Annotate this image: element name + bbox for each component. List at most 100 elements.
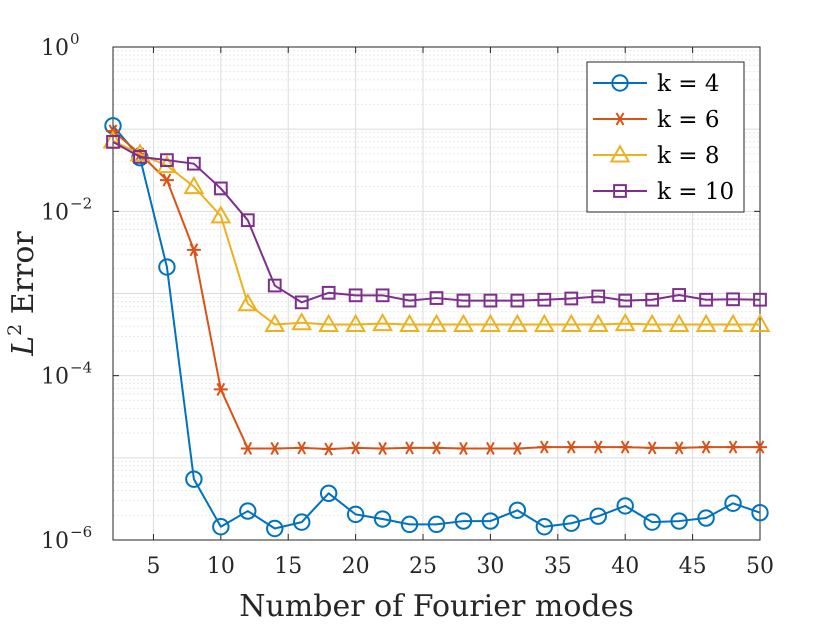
series-line-k-4	[112, 125, 761, 530]
data-point-k-8	[129, 143, 151, 162]
legend-label: k = 10	[657, 179, 734, 205]
data-point-k-10	[483, 293, 498, 308]
series-k-6	[106, 124, 767, 456]
data-point-k-6	[645, 441, 660, 455]
data-point-k-6	[186, 243, 201, 257]
y-tick-exponent: −6	[70, 523, 92, 541]
data-point-k-6	[726, 440, 741, 454]
series-line-k-8	[112, 139, 760, 326]
data-point-k-10	[213, 181, 228, 196]
x-tick-label: 20	[342, 554, 370, 579]
y-tick-label: 10	[41, 36, 69, 61]
data-point-k-10	[726, 292, 740, 307]
data-point-k-10	[294, 295, 309, 310]
data-point-k-10	[753, 292, 767, 307]
data-point-k-4	[697, 509, 715, 527]
data-point-k-8	[641, 313, 663, 332]
legend-item-k-6[interactable]: k = 6	[593, 107, 719, 133]
data-point-k-10	[429, 291, 444, 305]
data-point-k-6	[402, 441, 417, 455]
data-point-k-6	[753, 440, 767, 454]
data-point-k-8	[560, 313, 582, 332]
data-point-k-8	[237, 293, 259, 312]
x-tick-label: 40	[611, 554, 639, 579]
x-tick-label: 50	[746, 554, 774, 579]
data-point-k-6	[672, 441, 687, 455]
data-point-k-8	[291, 312, 313, 331]
y-tick-exponent: −4	[70, 359, 92, 377]
data-point-k-4	[481, 512, 500, 530]
data-point-k-6	[564, 440, 579, 454]
data-point-k-6	[321, 442, 336, 456]
data-point-k-4	[454, 512, 473, 530]
x-tick-label: 35	[544, 554, 572, 579]
legend-item-k-4[interactable]: k = 4	[593, 71, 719, 97]
data-point-k-8	[453, 313, 474, 332]
data-point-k-4	[724, 494, 742, 512]
grid	[113, 46, 761, 541]
data-point-k-4	[293, 513, 311, 531]
data-point-k-4	[346, 505, 365, 524]
y-tick-label: 10	[41, 365, 69, 390]
data-point-k-4	[266, 519, 284, 538]
data-point-k-8	[318, 313, 340, 332]
data-point-k-4	[535, 518, 554, 536]
data-point-k-4	[643, 513, 661, 531]
data-point-k-6	[591, 440, 606, 454]
data-point-k-4	[616, 497, 634, 515]
data-point-k-4	[751, 503, 769, 522]
data-point-k-10	[537, 292, 552, 307]
data-point-k-8	[345, 313, 367, 332]
data-point-k-4	[508, 501, 527, 519]
data-point-k-10	[321, 285, 336, 300]
data-point-k-6	[510, 441, 525, 456]
data-point-k-10	[133, 149, 147, 164]
data-point-k-10	[267, 278, 282, 293]
data-point-k-10	[375, 288, 390, 303]
data-point-k-6	[375, 441, 390, 456]
data-point-k-6	[537, 440, 552, 454]
data-point-k-8	[399, 313, 420, 332]
y-tick-exponent: 0	[70, 30, 80, 48]
data-point-k-10	[564, 291, 579, 306]
data-point-k-10	[699, 292, 713, 307]
data-point-k-10	[348, 288, 363, 303]
data-point-k-8	[749, 313, 771, 332]
data-point-k-8	[506, 313, 528, 332]
data-point-k-10	[402, 293, 417, 308]
y-tick-exponent: −2	[70, 194, 92, 212]
data-point-k-6	[348, 441, 363, 455]
data-series	[102, 117, 771, 538]
data-point-k-4	[427, 515, 446, 534]
data-point-k-4	[158, 258, 176, 276]
data-point-k-6	[294, 441, 309, 455]
data-point-k-8	[722, 313, 744, 332]
data-point-k-8	[426, 313, 447, 332]
legend-label: k = 8	[657, 143, 719, 169]
x-tick-label: 15	[274, 554, 302, 579]
data-point-k-8	[372, 312, 393, 332]
data-point-k-6	[159, 173, 174, 187]
data-point-k-6	[240, 441, 255, 456]
data-point-k-10	[240, 213, 255, 228]
data-point-k-10	[106, 135, 120, 149]
data-point-k-8	[480, 313, 501, 332]
data-point-k-4	[400, 515, 419, 534]
series-k-8	[102, 130, 771, 332]
data-point-k-8	[533, 313, 555, 332]
data-point-k-6	[213, 382, 228, 396]
legend-label: k = 4	[657, 71, 719, 97]
legend-item-k-10[interactable]: k = 10	[593, 179, 734, 205]
legend[interactable]: k = 4 k = 6 k = 8 k = 10	[586, 61, 745, 213]
data-point-k-4	[185, 470, 203, 488]
legend-item-k-8[interactable]: k = 8	[593, 143, 719, 169]
data-point-k-8	[668, 313, 690, 332]
data-point-k-10	[645, 292, 660, 307]
data-point-k-10	[160, 153, 174, 168]
data-point-k-10	[618, 293, 633, 308]
x-tick-label: 45	[679, 554, 707, 579]
data-point-k-8	[695, 313, 717, 332]
data-point-k-6	[618, 440, 633, 454]
data-point-k-10	[510, 293, 525, 308]
